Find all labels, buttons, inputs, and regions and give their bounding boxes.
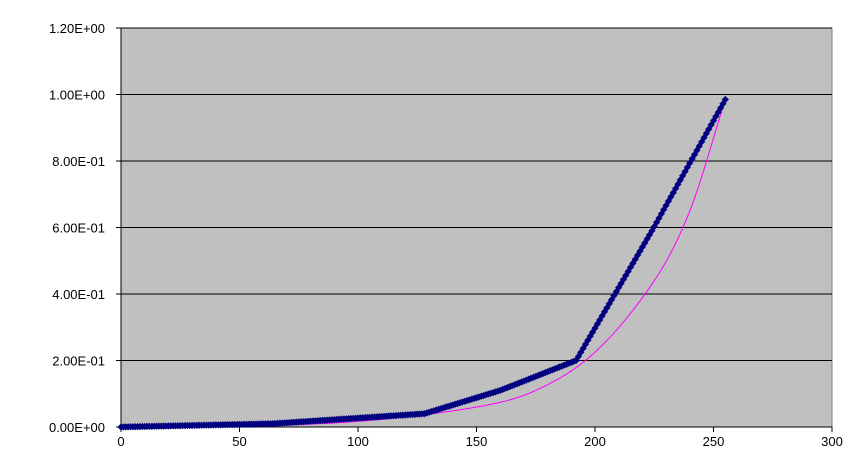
tick-labels: 0 50 100 150 200 250 300 0.00E+00 2.00E-01 4.00E-… — [49, 21, 843, 449]
gridlines — [121, 27, 832, 361]
series-0 — [117, 95, 729, 431]
y-tick-label: 1.20E+00 — [49, 21, 105, 36]
x-tick-label: 200 — [584, 434, 606, 449]
y-tick-label: 6.00E-01 — [52, 221, 105, 236]
y-tick-label: 1.00E+00 — [49, 88, 105, 103]
y-tick-label: 4.00E-01 — [52, 287, 105, 302]
x-tick-label: 150 — [466, 434, 488, 449]
x-tick-label: 50 — [232, 434, 246, 449]
x-tick-label: 300 — [821, 434, 843, 449]
y-tick-label: 8.00E-01 — [52, 154, 105, 169]
x-tick-label: 250 — [703, 434, 725, 449]
x-tick-label: 100 — [347, 434, 369, 449]
series-group — [117, 95, 729, 431]
y-tick-label: 2.00E-01 — [52, 354, 105, 369]
data-point — [721, 95, 729, 104]
y-tick-label: 0.00E+00 — [49, 420, 105, 435]
x-tick-label: 0 — [117, 434, 124, 449]
